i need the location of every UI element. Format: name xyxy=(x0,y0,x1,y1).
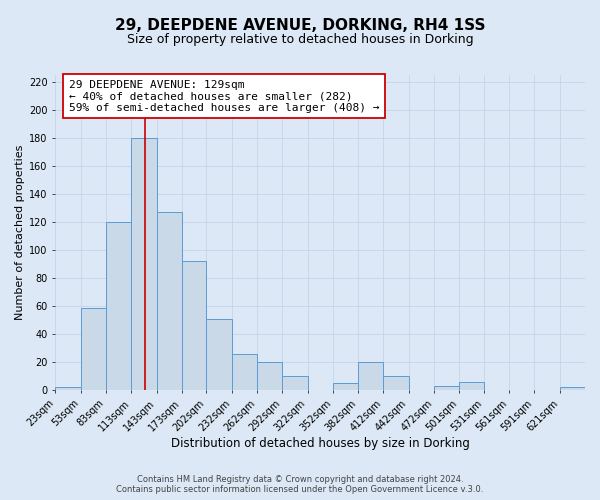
Bar xyxy=(358,362,383,390)
Text: 29, DEEPDENE AVENUE, DORKING, RH4 1SS: 29, DEEPDENE AVENUE, DORKING, RH4 1SS xyxy=(115,18,485,32)
Bar xyxy=(257,362,282,390)
Bar xyxy=(106,222,131,390)
Bar xyxy=(206,319,232,390)
Bar xyxy=(232,354,257,391)
Bar xyxy=(458,382,484,390)
Bar xyxy=(333,384,358,390)
Bar xyxy=(182,262,206,390)
Bar xyxy=(434,386,458,390)
Text: Contains public sector information licensed under the Open Government Licence v.: Contains public sector information licen… xyxy=(116,485,484,494)
Y-axis label: Number of detached properties: Number of detached properties xyxy=(15,145,25,320)
Bar xyxy=(55,388,81,390)
Bar xyxy=(383,376,409,390)
Bar xyxy=(131,138,157,390)
Bar xyxy=(560,388,585,390)
Text: Size of property relative to detached houses in Dorking: Size of property relative to detached ho… xyxy=(127,32,473,46)
Bar xyxy=(282,376,308,390)
Text: Contains HM Land Registry data © Crown copyright and database right 2024.: Contains HM Land Registry data © Crown c… xyxy=(137,474,463,484)
X-axis label: Distribution of detached houses by size in Dorking: Distribution of detached houses by size … xyxy=(171,437,470,450)
Text: 29 DEEPDENE AVENUE: 129sqm
← 40% of detached houses are smaller (282)
59% of sem: 29 DEEPDENE AVENUE: 129sqm ← 40% of deta… xyxy=(68,80,379,113)
Bar xyxy=(81,308,106,390)
Bar xyxy=(157,212,182,390)
